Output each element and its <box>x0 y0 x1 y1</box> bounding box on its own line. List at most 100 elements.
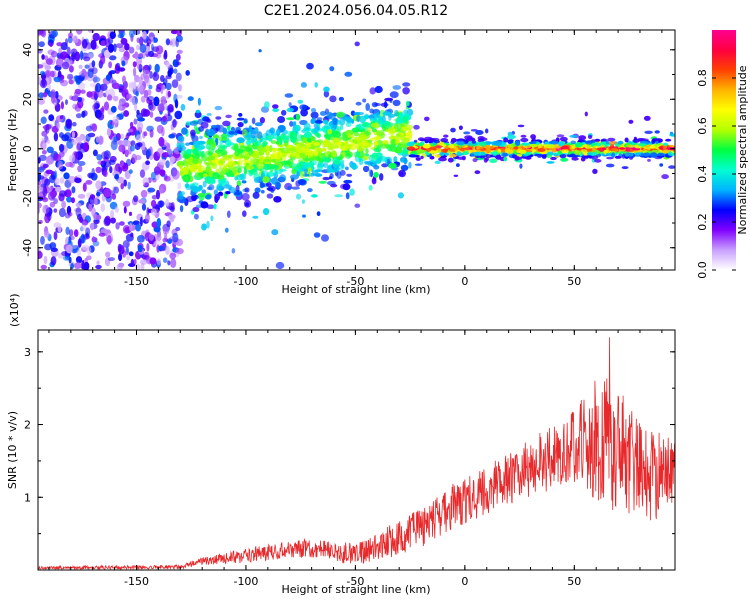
spectrogram-cell <box>342 183 351 191</box>
spectrogram-frame <box>37 29 676 271</box>
spectrogram-cell <box>118 101 123 111</box>
spectrogram-cell <box>626 144 635 148</box>
spectrogram-cell <box>110 140 118 151</box>
spectrogram-cell <box>264 101 270 109</box>
spectrogram-cell <box>365 103 371 111</box>
spectrogram-cell <box>265 150 271 157</box>
spectrogram-cell <box>668 165 675 169</box>
spectrogram-cell <box>345 166 349 171</box>
spectrogram-cell <box>133 118 138 125</box>
spectrogram-cell <box>162 257 168 264</box>
spectrogram-cell <box>402 123 407 128</box>
spectrogram-cell <box>355 101 362 106</box>
spectrogram-cell <box>661 174 669 180</box>
spectrogram-cell <box>195 109 201 114</box>
spectrogram-cell <box>335 141 342 145</box>
spectrogram-cell <box>342 116 348 122</box>
spectrogram-cell <box>44 178 51 186</box>
spectrogram-cell <box>316 211 321 217</box>
spectrogram-cell <box>53 208 58 213</box>
spectrogram-cell <box>241 180 247 184</box>
spectrogram-cell <box>344 129 354 136</box>
spectrogram-cell <box>393 156 398 164</box>
spectrogram-cell <box>176 94 183 99</box>
spectrogram-cell <box>425 148 431 153</box>
spectrogram-cell <box>175 248 184 255</box>
spectrogram-cell <box>75 136 84 142</box>
snr-x-tick-label: 0 <box>461 575 468 588</box>
spectrogram-cell <box>167 109 171 117</box>
spectrogram-cell <box>157 245 165 251</box>
colorbar-tick-label: 0.2 <box>696 213 709 231</box>
spectrogram-cell <box>351 127 361 133</box>
spectrogram-cell <box>243 167 248 175</box>
spectrogram-cell <box>194 111 202 119</box>
spectrogram-cell <box>235 174 245 181</box>
spectrogram-cell <box>571 145 576 149</box>
spectrogram-cell <box>136 109 140 115</box>
spectrogram-cell <box>323 90 330 98</box>
spectrogram-y-tick-label: -40 <box>21 239 34 257</box>
spectrogram-cell <box>103 170 108 178</box>
spectrogram-cell <box>571 157 579 161</box>
spectrogram-cell <box>73 229 79 238</box>
spectrogram-cell <box>128 169 133 174</box>
spectrogram-cell <box>237 129 241 135</box>
spectrogram-cell <box>76 143 82 152</box>
spectrogram-cell <box>130 258 135 267</box>
spectrogram-cell <box>125 246 129 254</box>
spectrogram-cell <box>77 165 83 173</box>
spectrogram-cell <box>55 57 64 68</box>
spectrogram-cell <box>207 151 213 156</box>
spectrogram-cell <box>349 188 355 196</box>
spectrogram-cell <box>44 230 50 238</box>
spectrogram-cell <box>109 166 113 174</box>
spectrogram-cell <box>458 125 463 131</box>
spectrogram-cell <box>438 157 447 162</box>
spectrogram-cell <box>95 101 100 109</box>
spectrogram-cell <box>162 227 170 235</box>
spectrogram-cell <box>62 255 71 261</box>
spectrogram-cell <box>341 161 345 169</box>
spectrogram-cell <box>388 162 397 169</box>
spectrogram-cell <box>297 179 306 185</box>
spectrogram-cell <box>338 154 344 161</box>
spectrogram-cell <box>149 129 154 138</box>
spectrogram-cell <box>129 145 135 152</box>
spectrogram-cell <box>175 72 182 82</box>
spectrogram-cell <box>95 264 102 270</box>
spectrogram-cell <box>72 35 78 44</box>
spectrogram-cell <box>283 135 290 141</box>
spectrogram-cell <box>456 140 465 146</box>
spectrogram-cell <box>145 45 151 52</box>
spectrogram-cell <box>448 144 455 149</box>
spectrogram-cell <box>126 93 132 99</box>
spectrogram-cell <box>114 206 119 213</box>
spectrogram-cell <box>41 54 45 60</box>
spectrogram-cell <box>150 208 157 216</box>
spectrogram-cell <box>38 76 41 86</box>
spectrogram-cell <box>45 58 53 65</box>
spectrogram-cell <box>140 73 145 80</box>
spectrogram-cell <box>47 84 51 91</box>
spectrogram-cell <box>273 164 278 171</box>
spectrogram-cell <box>173 68 178 74</box>
spectrogram-cell <box>475 130 484 135</box>
spectrogram-cell <box>169 156 176 163</box>
spectrogram-cell <box>310 118 315 125</box>
spectrogram-cell <box>583 151 589 156</box>
spectrogram-cell <box>388 144 396 149</box>
spectrogram-cell <box>330 183 338 188</box>
spectrogram-cell <box>628 119 634 124</box>
spectrogram-cell <box>499 147 507 153</box>
spectrogram-cell <box>112 119 118 129</box>
spectrogram-cell <box>400 164 409 171</box>
spectrogram-cell <box>217 124 225 133</box>
spectrogram-cell <box>148 50 155 58</box>
spectrogram-cell <box>66 46 71 56</box>
spectrogram-cell <box>490 151 498 155</box>
spectrogram-cell <box>38 250 43 259</box>
spectrogram-cell <box>323 120 329 125</box>
spectrogram-cell <box>39 180 44 191</box>
spectrogram-cell <box>87 68 94 79</box>
